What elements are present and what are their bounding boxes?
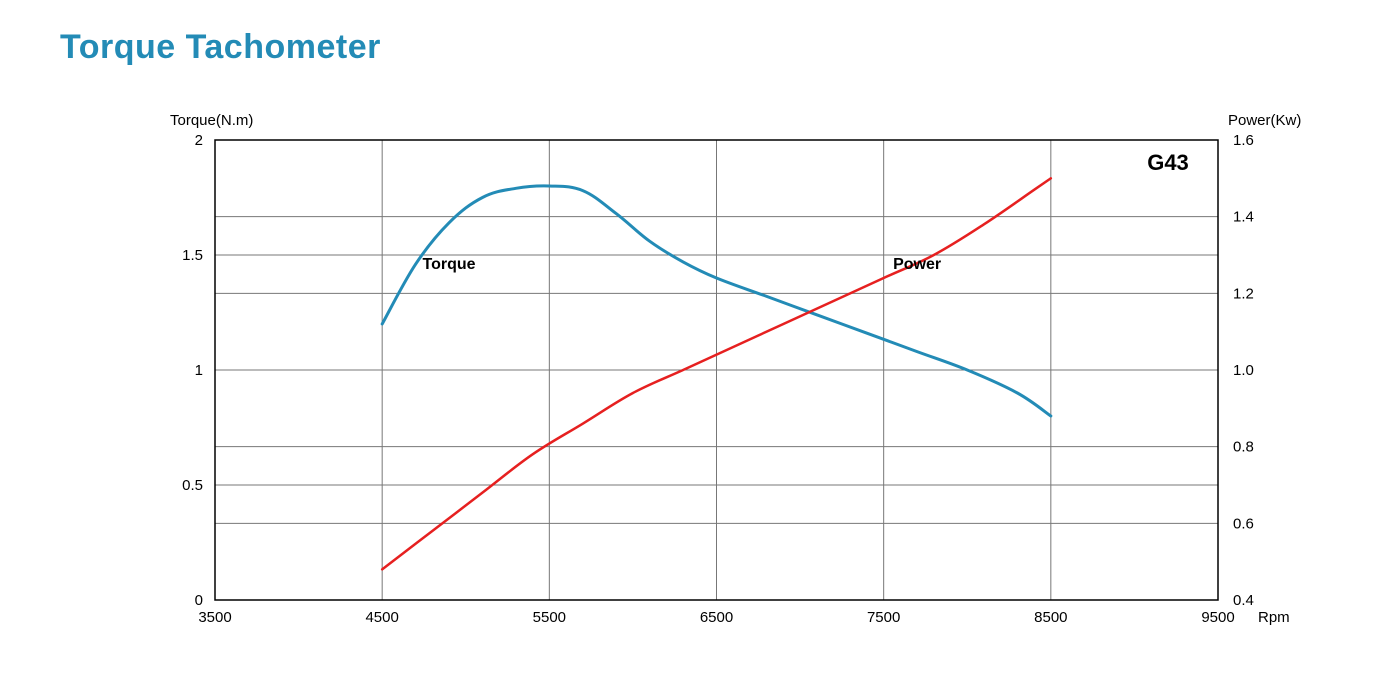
torque-tachometer-chart: 3500 4500 5500 6500 7500 8500 9500 Rpm 0 0.5 1 1.5 2… bbox=[60, 100, 1340, 660]
y-right-tick-label: 1.4 bbox=[1233, 209, 1254, 226]
x-tick-label: 9500 bbox=[1201, 609, 1234, 626]
series-power-label: Power bbox=[893, 256, 941, 273]
x-tick-label: 6500 bbox=[700, 609, 733, 626]
y-left-axis-label: Torque(N.m) bbox=[170, 112, 253, 129]
y-right-tick-label: 0.4 bbox=[1233, 592, 1254, 609]
x-tick-label: 3500 bbox=[198, 609, 231, 626]
page-title: Torque Tachometer bbox=[60, 28, 381, 67]
series-torque-label: Torque bbox=[423, 256, 476, 273]
y-right-axis-label: Power(Kw) bbox=[1228, 112, 1301, 129]
y-left-tick-label: 0 bbox=[195, 592, 203, 609]
x-tick-label: 7500 bbox=[867, 609, 900, 626]
x-tick-label: 4500 bbox=[365, 609, 398, 626]
model-label: G43 bbox=[1147, 150, 1189, 175]
x-tick-label: 8500 bbox=[1034, 609, 1067, 626]
chart-svg: 3500 4500 5500 6500 7500 8500 9500 Rpm 0 0.5 1 1.5 2… bbox=[60, 100, 1340, 660]
y-right-tick-label: 0.6 bbox=[1233, 515, 1254, 532]
x-tick-label: 5500 bbox=[533, 609, 566, 626]
y-left-tick-label: 1 bbox=[195, 362, 203, 379]
y-right-tick-label: 1.6 bbox=[1233, 132, 1254, 149]
x-axis-label: Rpm bbox=[1258, 609, 1290, 626]
y-left-tick-label: 1.5 bbox=[182, 247, 203, 264]
chart-background bbox=[60, 100, 1340, 660]
y-right-tick-label: 0.8 bbox=[1233, 439, 1254, 456]
y-left-tick-label: 2 bbox=[195, 132, 203, 149]
y-right-tick-label: 1.2 bbox=[1233, 285, 1254, 302]
y-right-tick-label: 1.0 bbox=[1233, 362, 1254, 379]
y-left-tick-label: 0.5 bbox=[182, 477, 203, 494]
